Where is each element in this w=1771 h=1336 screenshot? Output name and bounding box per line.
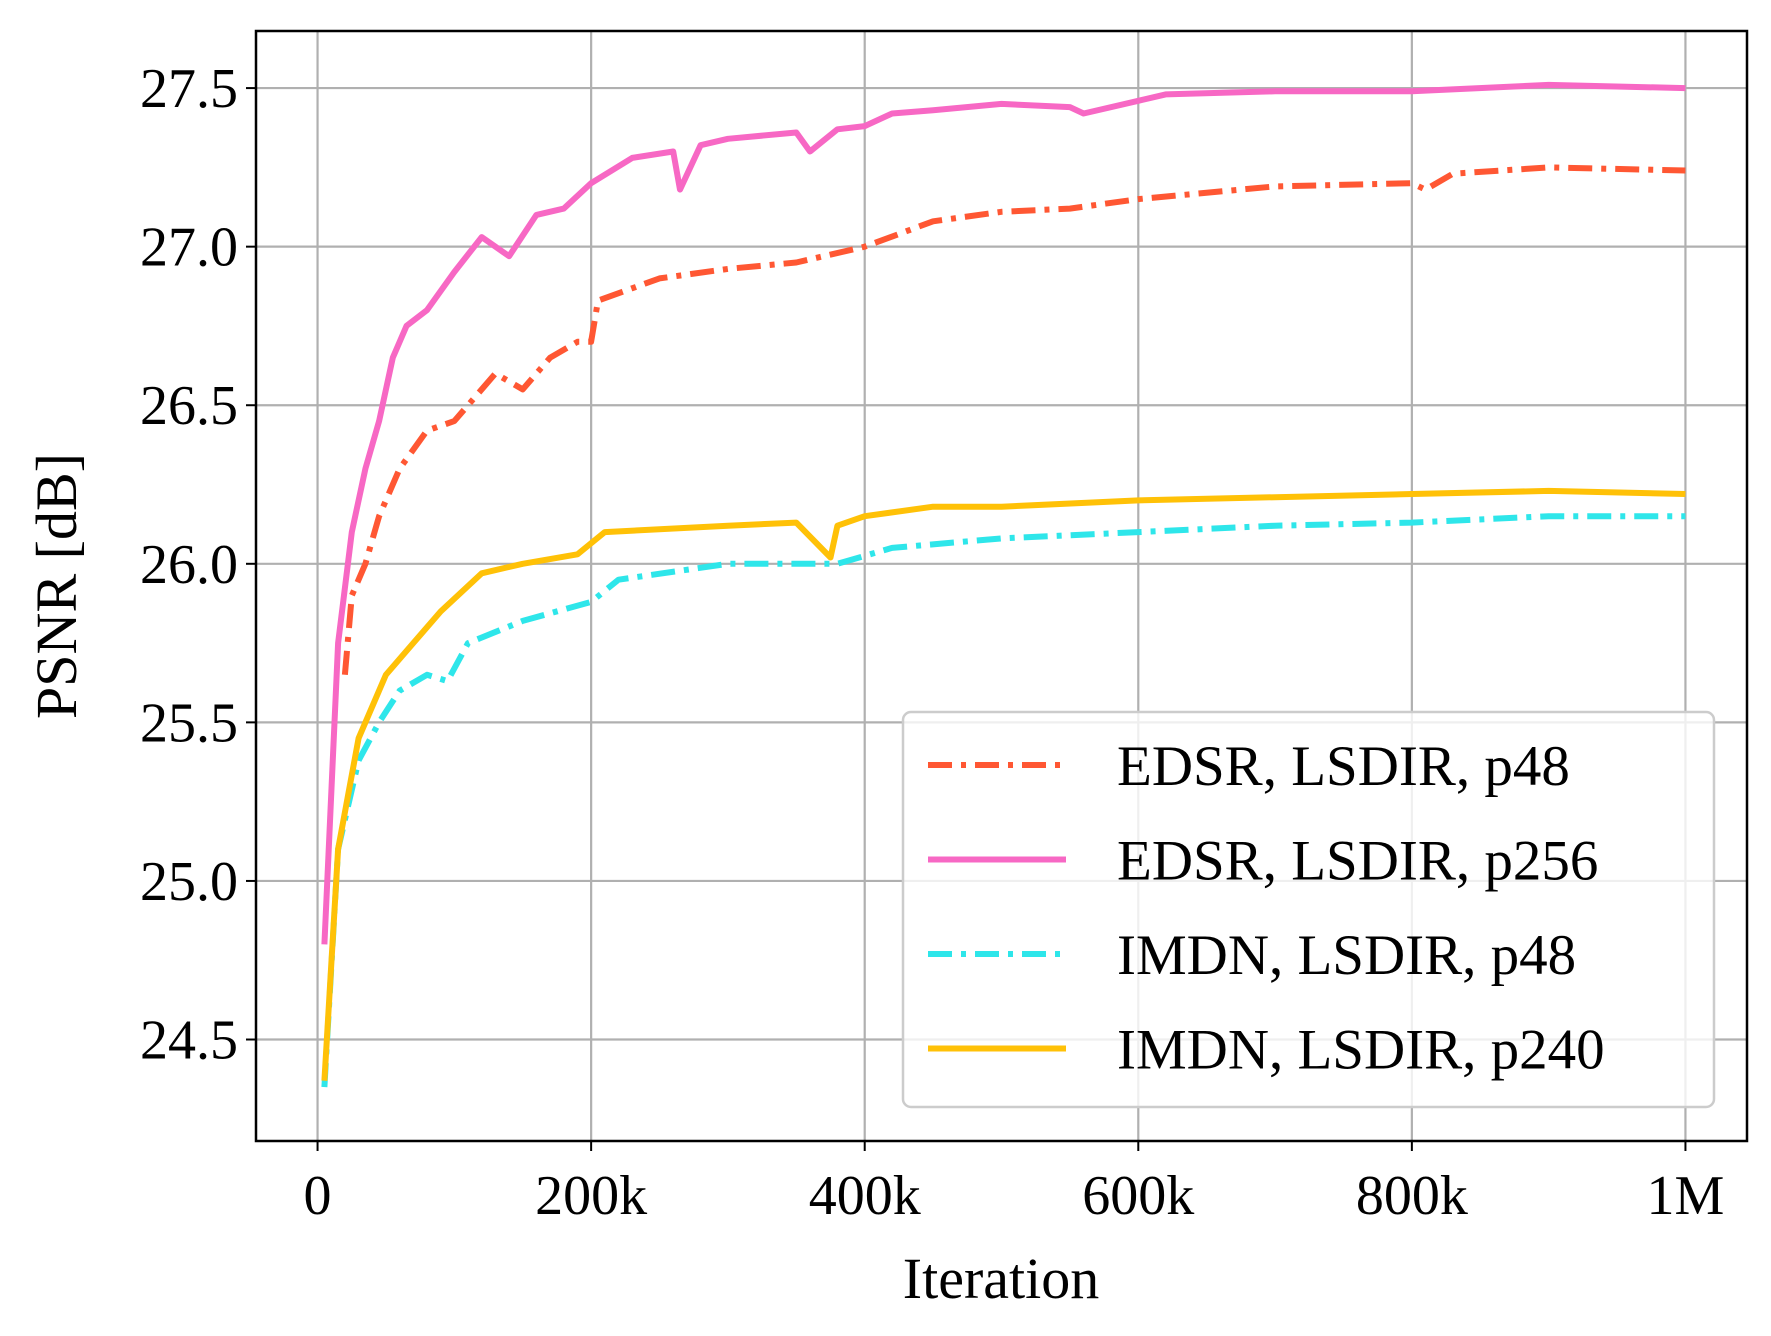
x-axis-ticks: 0 200k 400k 600k 800k 1M bbox=[304, 1141, 1725, 1227]
y-tick-label: 26.0 bbox=[140, 534, 238, 596]
y-tick-label: 27.0 bbox=[140, 217, 238, 279]
legend: EDSR, LSDIR, p48 EDSR, LSDIR, p256 IMDN, L… bbox=[901, 710, 1716, 1109]
plot-frame bbox=[254, 29, 1749, 1143]
y-tick-label: 27.5 bbox=[140, 58, 238, 120]
y-axis-label: PSNR [dB] bbox=[24, 453, 89, 719]
legend-label: EDSR, LSDIR, p48 bbox=[1117, 735, 1570, 798]
legend-label: IMDN, LSDIR, p240 bbox=[1117, 1019, 1605, 1082]
series-line-0 bbox=[341, 164, 1686, 676]
x-tick-label: 600k bbox=[1082, 1165, 1194, 1227]
series-line-3 bbox=[321, 487, 1686, 1081]
y-axis-ticks: 24.5 25.0 25.5 26.0 26.5 27.0 27.5 bbox=[140, 58, 256, 1072]
y-tick-label: 25.5 bbox=[140, 692, 238, 754]
x-tick-label: 1M bbox=[1647, 1165, 1725, 1227]
x-tick-label: 800k bbox=[1356, 1165, 1468, 1227]
legend-label: EDSR, LSDIR, p256 bbox=[1117, 830, 1598, 893]
series-line-2 bbox=[321, 513, 1686, 1088]
x-axis-label: Iteration bbox=[903, 1246, 1099, 1311]
y-tick-label: 26.5 bbox=[140, 375, 238, 437]
series-line-1 bbox=[321, 81, 1686, 945]
x-tick-label: 200k bbox=[535, 1165, 647, 1227]
x-tick-label: 0 bbox=[304, 1165, 332, 1227]
y-tick-label: 25.0 bbox=[140, 851, 238, 913]
legend-label: IMDN, LSDIR, p48 bbox=[1117, 924, 1576, 987]
x-tick-label: 400k bbox=[809, 1165, 921, 1227]
legend-box bbox=[901, 710, 1716, 1109]
y-tick-label: 24.5 bbox=[140, 1010, 238, 1072]
series-lines bbox=[321, 81, 1686, 1088]
